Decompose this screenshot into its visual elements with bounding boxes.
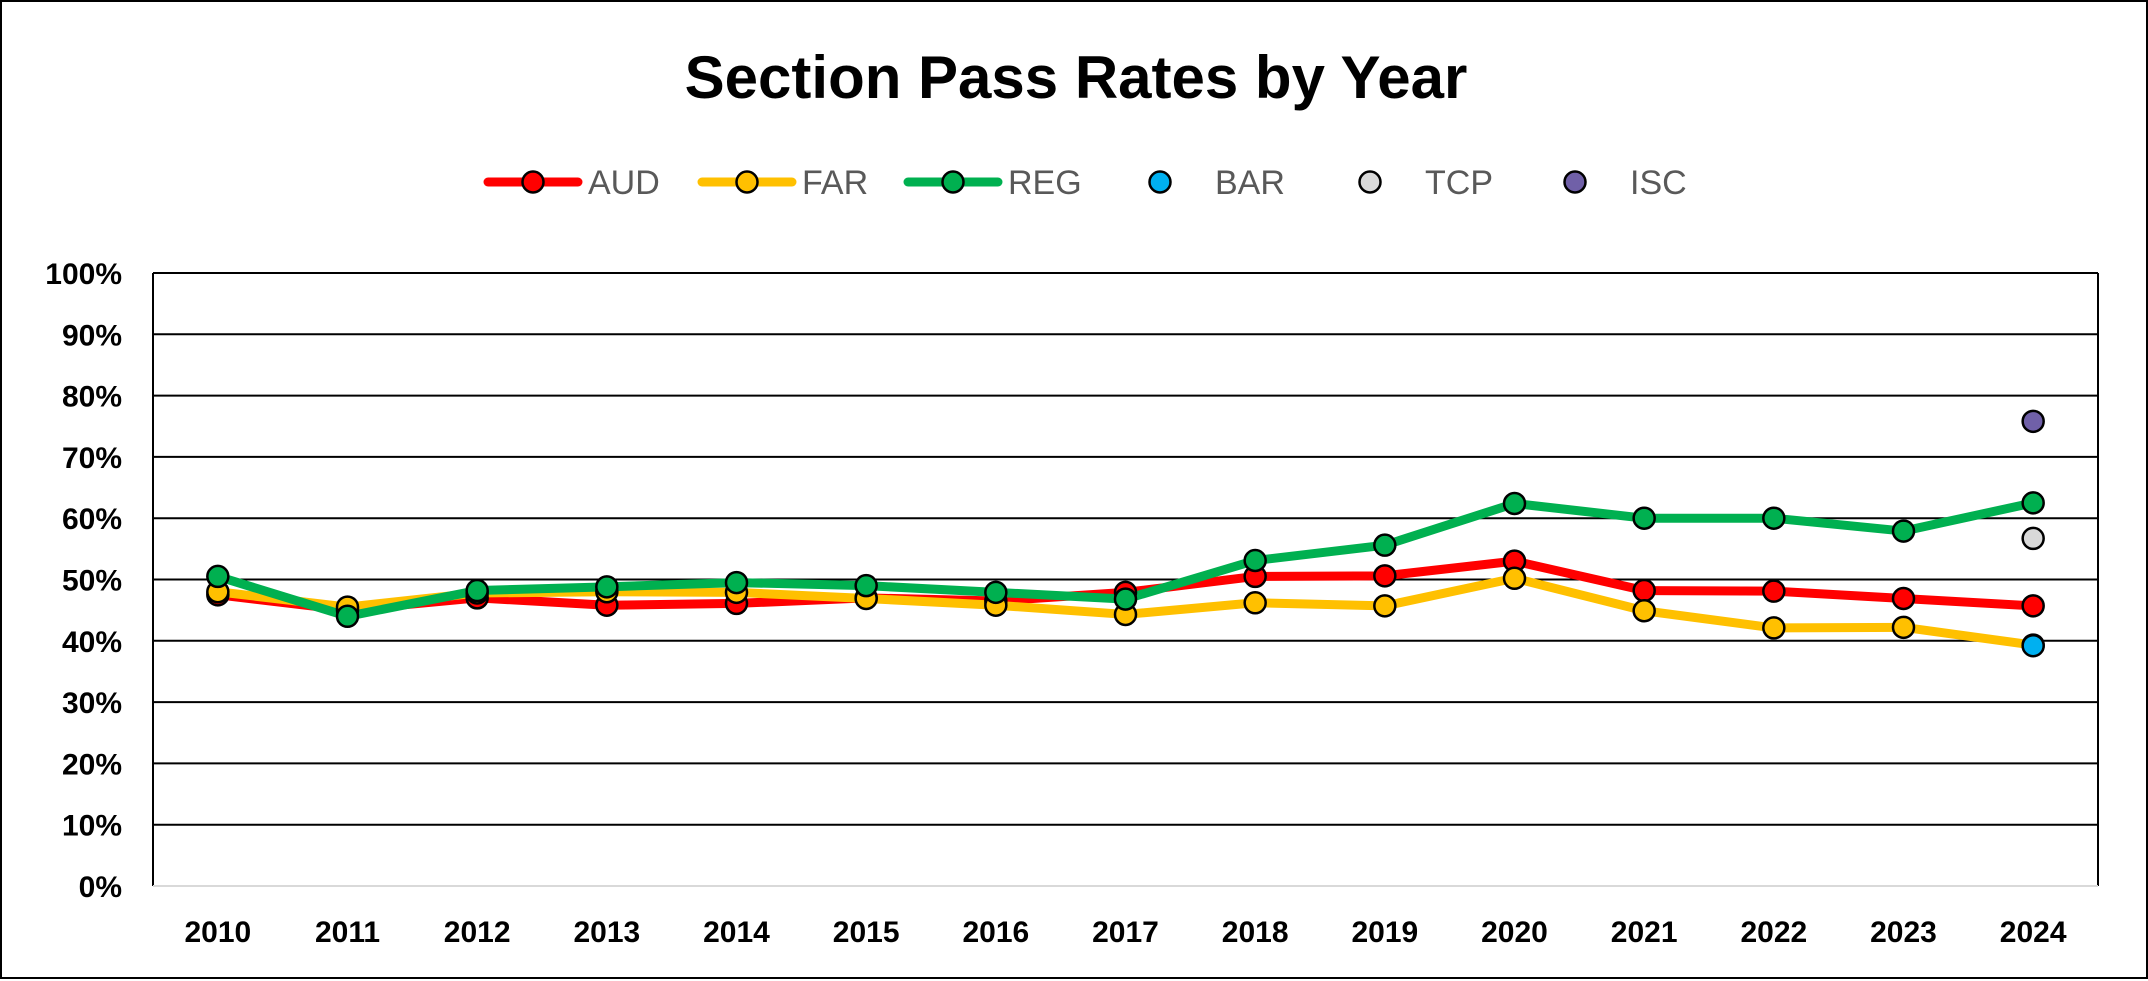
data-point-reg (1891, 519, 1916, 543)
x-tick-label: 2022 (1740, 916, 1807, 949)
data-point-reg (1373, 533, 1397, 557)
data-point-aud (1891, 586, 1916, 611)
data-point-far (1891, 615, 1916, 640)
data-point-reg (206, 564, 230, 589)
x-tick-label: 2017 (1092, 916, 1159, 949)
chart-legend: AUD FAR REG BAR TCP ISC (483, 164, 1687, 202)
data-point-aud (2021, 594, 2045, 618)
legend-label: TCP (1425, 164, 1493, 202)
y-tick-label: 0% (79, 871, 122, 904)
legend-marker-bar (1148, 170, 1172, 194)
x-tick-label: 2021 (1611, 916, 1678, 949)
data-point-reg (1502, 491, 1527, 516)
data-point-reg (335, 604, 360, 629)
data-point-tcp (2021, 526, 2045, 551)
x-tick-label: 2024 (2000, 916, 2067, 949)
data-point-far (1632, 599, 1656, 623)
legend-label: FAR (802, 164, 868, 202)
y-tick-label: 40% (62, 626, 122, 659)
y-tick-label: 50% (62, 565, 122, 598)
data-point-far (1373, 594, 1397, 618)
legend-label: ISC (1630, 164, 1687, 202)
data-point-reg (595, 575, 619, 599)
data-point-aud (1632, 578, 1656, 603)
data-point-reg (1113, 587, 1138, 611)
data-point-far (1243, 591, 1267, 615)
y-tick-label: 30% (62, 687, 122, 720)
data-point-reg (2021, 491, 2045, 515)
data-point-reg (1762, 506, 1786, 530)
legend-item-isc: ISC (1563, 164, 1687, 202)
legend-marker-reg (941, 170, 965, 194)
x-tick-label: 2019 (1351, 916, 1418, 949)
x-tick-label: 2012 (444, 916, 511, 949)
legend-marker-tcp (1358, 170, 1382, 194)
data-point-reg (854, 573, 878, 598)
legend-marker-far (735, 170, 759, 194)
data-point-aud (1762, 579, 1786, 603)
y-tick-label: 20% (62, 748, 122, 781)
data-point-far (1502, 566, 1527, 591)
series-points (206, 409, 2045, 658)
y-axis-ticks: 0% 10% 20% 30% 40% 50% 60% 70% 80% 90% 100% (45, 258, 122, 904)
y-tick-label: 60% (62, 503, 122, 536)
legend-item-bar: BAR (1148, 164, 1285, 202)
x-tick-label: 2011 (315, 916, 380, 949)
x-tick-label: 2018 (1222, 916, 1289, 949)
x-tick-label: 2016 (962, 916, 1029, 949)
legend-item-aud: AUD (483, 164, 660, 202)
data-point-bar (2021, 633, 2045, 658)
data-point-reg (1243, 548, 1267, 573)
data-point-isc (2021, 409, 2045, 434)
data-point-reg (724, 570, 749, 595)
legend-item-reg: REG (903, 164, 1082, 202)
legend-label: REG (1008, 164, 1082, 202)
gridlines (152, 272, 2099, 887)
x-tick-label: 2015 (833, 916, 900, 949)
legend-marker-isc (1563, 170, 1587, 194)
legend-label: AUD (588, 164, 660, 202)
x-tick-label: 2014 (703, 916, 770, 949)
chart-title: Section Pass Rates by Year (685, 44, 1468, 111)
y-tick-label: 100% (45, 258, 122, 291)
data-point-reg (465, 578, 489, 603)
y-tick-label: 90% (62, 319, 122, 352)
data-point-aud (1373, 564, 1397, 588)
x-tick-label: 2010 (184, 916, 251, 949)
x-axis-ticks: 2010 2011 2012 2013 2014 2015 2016 2017 2018 2019… (184, 916, 2066, 949)
data-point-reg (984, 580, 1008, 605)
y-tick-label: 10% (62, 810, 122, 843)
x-tick-label: 2013 (573, 916, 640, 949)
x-tick-label: 2023 (1870, 916, 1937, 949)
legend-item-far: FAR (697, 164, 868, 202)
data-point-reg (1632, 506, 1656, 530)
y-tick-label: 80% (62, 381, 122, 414)
x-tick-label: 2020 (1481, 916, 1548, 949)
legend-item-tcp: TCP (1358, 164, 1493, 202)
legend-label: BAR (1215, 164, 1285, 202)
y-tick-label: 70% (62, 442, 122, 475)
data-point-far (1762, 616, 1786, 640)
legend-marker-aud (521, 170, 545, 194)
